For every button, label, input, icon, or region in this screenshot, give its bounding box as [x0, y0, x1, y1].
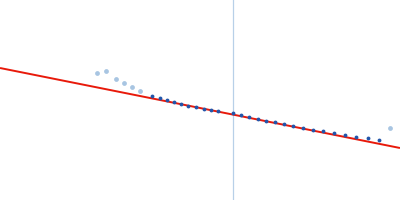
Point: [185, 104, 191, 108]
Point: [281, 122, 287, 126]
Point: [300, 126, 306, 130]
Point: [263, 119, 269, 123]
Point: [246, 115, 252, 119]
Point: [290, 124, 296, 128]
Point: [193, 105, 199, 109]
Point: [272, 120, 278, 124]
Point: [320, 129, 326, 133]
Point: [164, 98, 170, 102]
Point: [342, 133, 348, 137]
Point: [215, 109, 221, 113]
Point: [353, 135, 359, 139]
Point: [171, 100, 177, 104]
Point: [178, 102, 184, 106]
Point: [103, 69, 109, 73]
Point: [121, 81, 127, 85]
Point: [331, 131, 337, 135]
Point: [201, 107, 207, 111]
Point: [230, 111, 236, 115]
Point: [149, 94, 155, 98]
Point: [157, 96, 163, 100]
Point: [376, 138, 382, 142]
Point: [387, 126, 393, 130]
Point: [113, 77, 119, 81]
Point: [310, 128, 316, 132]
Point: [137, 89, 143, 93]
Point: [94, 71, 100, 75]
Point: [208, 108, 214, 112]
Point: [365, 136, 371, 140]
Point: [238, 113, 244, 117]
Point: [255, 117, 261, 121]
Point: [129, 85, 135, 89]
